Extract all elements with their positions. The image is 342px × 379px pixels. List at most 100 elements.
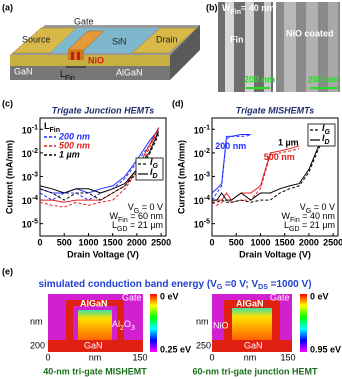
axis-tick: 150 [280, 352, 295, 362]
panel-e: (e) simulated conduction band energy (VG… [2, 266, 341, 376]
text-part: 10 [194, 196, 204, 206]
nio-fin [71, 52, 74, 60]
y-tick-label: 10-5 [194, 219, 210, 231]
condition-note: VG = 0 V [300, 202, 335, 214]
text-part: -5 [204, 219, 210, 226]
axis-unit: nm [30, 316, 43, 326]
text-part: 10 [22, 126, 32, 136]
condition-note: WFin = 60 nm [109, 211, 163, 223]
caption: 60-nm tri-gate junction HEMT [192, 366, 318, 376]
x-tick-label: 2000 [299, 237, 319, 247]
label-wfin: WFin= 40 nm [222, 3, 275, 15]
text-part: V [128, 202, 134, 212]
text-part: D [325, 139, 330, 146]
chart-title: Trigate MISHEMTs [236, 105, 315, 115]
map-label: AlGaN [80, 298, 108, 308]
label-gan: GaN [14, 66, 33, 76]
text-part: =0 V; V [222, 279, 258, 290]
text-part: 2 [120, 325, 124, 332]
legend-title: LFin [44, 121, 60, 133]
series-label: 500 nm [264, 152, 295, 162]
text-part: G [217, 284, 223, 291]
colorbar [300, 294, 307, 352]
axis-tick: nm [89, 352, 102, 362]
drain-current-line [39, 128, 160, 194]
text-part: 10 [194, 173, 204, 183]
map-label: NiO [213, 320, 229, 330]
x-tick-label: 1000 [250, 237, 270, 247]
label-algan: AlGaN [116, 67, 143, 77]
y-tick-label: 10-1 [22, 124, 38, 136]
text-part: simulated conduction band energy (V [38, 279, 217, 290]
nio-fin [77, 52, 80, 60]
substrate-side [170, 25, 200, 80]
y-axis-label: Current (mA/mm) [4, 140, 14, 214]
map-label: Gate [122, 292, 142, 302]
panel-label: (e) [2, 266, 13, 276]
gan-map [212, 340, 292, 352]
text-part: -3 [32, 171, 38, 178]
map-label: Al2O3 [112, 319, 135, 331]
text-part: = 21 µm [300, 220, 335, 230]
text-part: = 21 µm [128, 220, 163, 230]
text-part: Fin [50, 127, 61, 134]
label-gate: Gate [74, 16, 94, 26]
scale-label: 200 nm [244, 74, 275, 84]
series-label: 200 nm [215, 141, 246, 151]
x-tick-label: 2500 [323, 237, 342, 247]
axis-tick: 0 [45, 352, 50, 362]
text-part: -4 [204, 195, 210, 202]
text-part: 10 [22, 196, 32, 206]
scale-label: 200 nm [308, 74, 339, 84]
y-tick-label: 10-4 [194, 195, 210, 207]
drain-pad [131, 27, 198, 54]
axis-tick: 150 [132, 352, 147, 362]
condition-note: WFin = 40 nm [281, 211, 335, 223]
text-part: 10 [194, 126, 204, 136]
label-source: Source [22, 34, 51, 44]
legend-label: 1 µm [59, 149, 80, 159]
text-part: Fin [65, 75, 75, 82]
condition-note: LGD = 21 µm [284, 220, 335, 232]
y-tick-label: 10-2 [194, 148, 210, 160]
text-part: = 0 V [311, 202, 335, 212]
text-part: W [222, 3, 231, 13]
text-part: I [322, 133, 325, 143]
text-part: Fin [231, 9, 242, 16]
colorbar-label: 0 eV [160, 291, 179, 301]
text-part: GD [117, 226, 128, 233]
y-axis-label: Current (mA/mm) [176, 140, 186, 214]
plot-frame [39, 117, 167, 237]
algan-layer [10, 55, 170, 66]
text-part: L [60, 69, 65, 79]
text-part: -3 [204, 171, 210, 178]
drain-current-line [212, 129, 329, 201]
text-part: 10 [194, 149, 204, 159]
panel-label: (b) [206, 2, 218, 12]
text-part: -5 [32, 219, 38, 226]
text-part: = 0 V [139, 202, 163, 212]
text-part: -2 [32, 148, 38, 155]
text-part: O [124, 319, 131, 329]
x-axis-label: Drain Voltage (V) [239, 249, 311, 259]
panel-title: simulated conduction band energy (VG =0 … [38, 279, 311, 291]
text-part: DS [258, 284, 268, 291]
legend-label: 200 nm [58, 131, 90, 141]
condition-note: LGD = 21 µm [112, 220, 163, 232]
panel-b: (b) WFin= 40 nm Fin 200 nm NiO coated 20… [206, 2, 340, 92]
legend-label: 500 nm [59, 140, 90, 150]
text-part: = 60 nm [128, 211, 163, 221]
map-label: AlGaN [236, 298, 264, 308]
text-part: I [322, 123, 325, 133]
text-part: 10 [22, 220, 32, 230]
gate-front [68, 50, 84, 60]
text-part: Al [112, 319, 120, 329]
fin-stripe [225, 2, 234, 92]
text-part: -4 [32, 195, 38, 202]
panel-label: (d) [172, 98, 184, 108]
y-tick-label: 10-2 [22, 148, 38, 160]
text-part: 10 [22, 149, 32, 159]
x-tick-label: 1500 [275, 237, 295, 247]
label-nio: NiO [88, 55, 104, 65]
